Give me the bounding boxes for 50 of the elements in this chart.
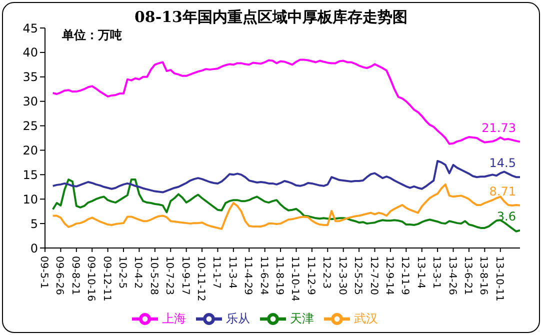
- line-series: [52, 58, 520, 145]
- x-tick-label: 11-10-14: [289, 256, 300, 302]
- y-tick-label: 0: [30, 241, 38, 256]
- x-tick-label: 11-8-19: [274, 256, 285, 296]
- x-tick-label: 13-6-21: [462, 256, 473, 296]
- x-tick-label: 10-7-23: [164, 256, 175, 296]
- y-tick-label: 25: [22, 119, 38, 134]
- x-tick-label: 13-3-1: [430, 256, 442, 289]
- x-tick-label: 13-4-26: [446, 256, 458, 296]
- x-tick-label: 12-9-14: [383, 256, 394, 296]
- y-tick-label: 5: [30, 216, 38, 231]
- x-tick-label: 12-11-9: [399, 256, 410, 296]
- x-tick-label: 09-6-26: [54, 256, 65, 296]
- x-tick-label: 09-10-16: [85, 256, 96, 302]
- x-tick-label: 13-1-4: [414, 256, 426, 289]
- x-tick-label: 13-8-16: [478, 256, 489, 296]
- x-tick-label: 10-2-5: [116, 256, 128, 289]
- legend-label: 天津: [290, 311, 314, 326]
- y-axis-title: 单位：万吨: [62, 27, 122, 44]
- x-tick-label: 13-10-11: [493, 256, 504, 302]
- x-tick-label: 10-9-17: [179, 256, 190, 296]
- y-tick-label: 40: [22, 46, 38, 60]
- x-tick-label: 10-11-12: [195, 256, 206, 302]
- data-label: 21.73: [482, 120, 516, 135]
- x-tick-label: 09-12-11: [100, 256, 112, 302]
- legend-label: 武汉: [354, 311, 378, 326]
- x-tick-label: 11-12-9: [304, 256, 316, 296]
- data-label: 14.5: [489, 156, 516, 170]
- legend-label: 上海: [162, 311, 186, 326]
- x-tick-label: 11-3-4: [226, 256, 238, 289]
- x-tick-label: 12-2-3: [320, 256, 332, 289]
- legend-label: 乐从: [226, 311, 250, 326]
- data-label: 8.71: [489, 184, 516, 198]
- y-tick-label: 20: [22, 143, 38, 158]
- y-tick-label: 45: [22, 21, 38, 36]
- x-tick-label: 12-3-30: [336, 256, 348, 296]
- chart-title: 08-13年国内重点区域中厚板库存走势图: [134, 8, 408, 26]
- x-tick-label: 12-5-25: [352, 256, 364, 296]
- x-tick-label: 11-6-24: [258, 256, 269, 296]
- x-tick-label: 11-1-7: [210, 256, 222, 289]
- y-tick-label: 15: [22, 168, 38, 182]
- x-tick-label: 12-7-20: [368, 256, 379, 296]
- x-tick-label: 09-5-1: [38, 256, 49, 289]
- x-tick-label: 10-4-2: [132, 256, 144, 289]
- y-tick-label: 35: [22, 70, 38, 84]
- y-tick-label: 10: [22, 192, 38, 206]
- x-tick-label: 09-8-21: [69, 256, 80, 296]
- y-tick-label: 30: [22, 94, 38, 109]
- x-tick-label: 11-4-29: [242, 256, 254, 296]
- x-tick-label: 10-5-28: [148, 256, 159, 296]
